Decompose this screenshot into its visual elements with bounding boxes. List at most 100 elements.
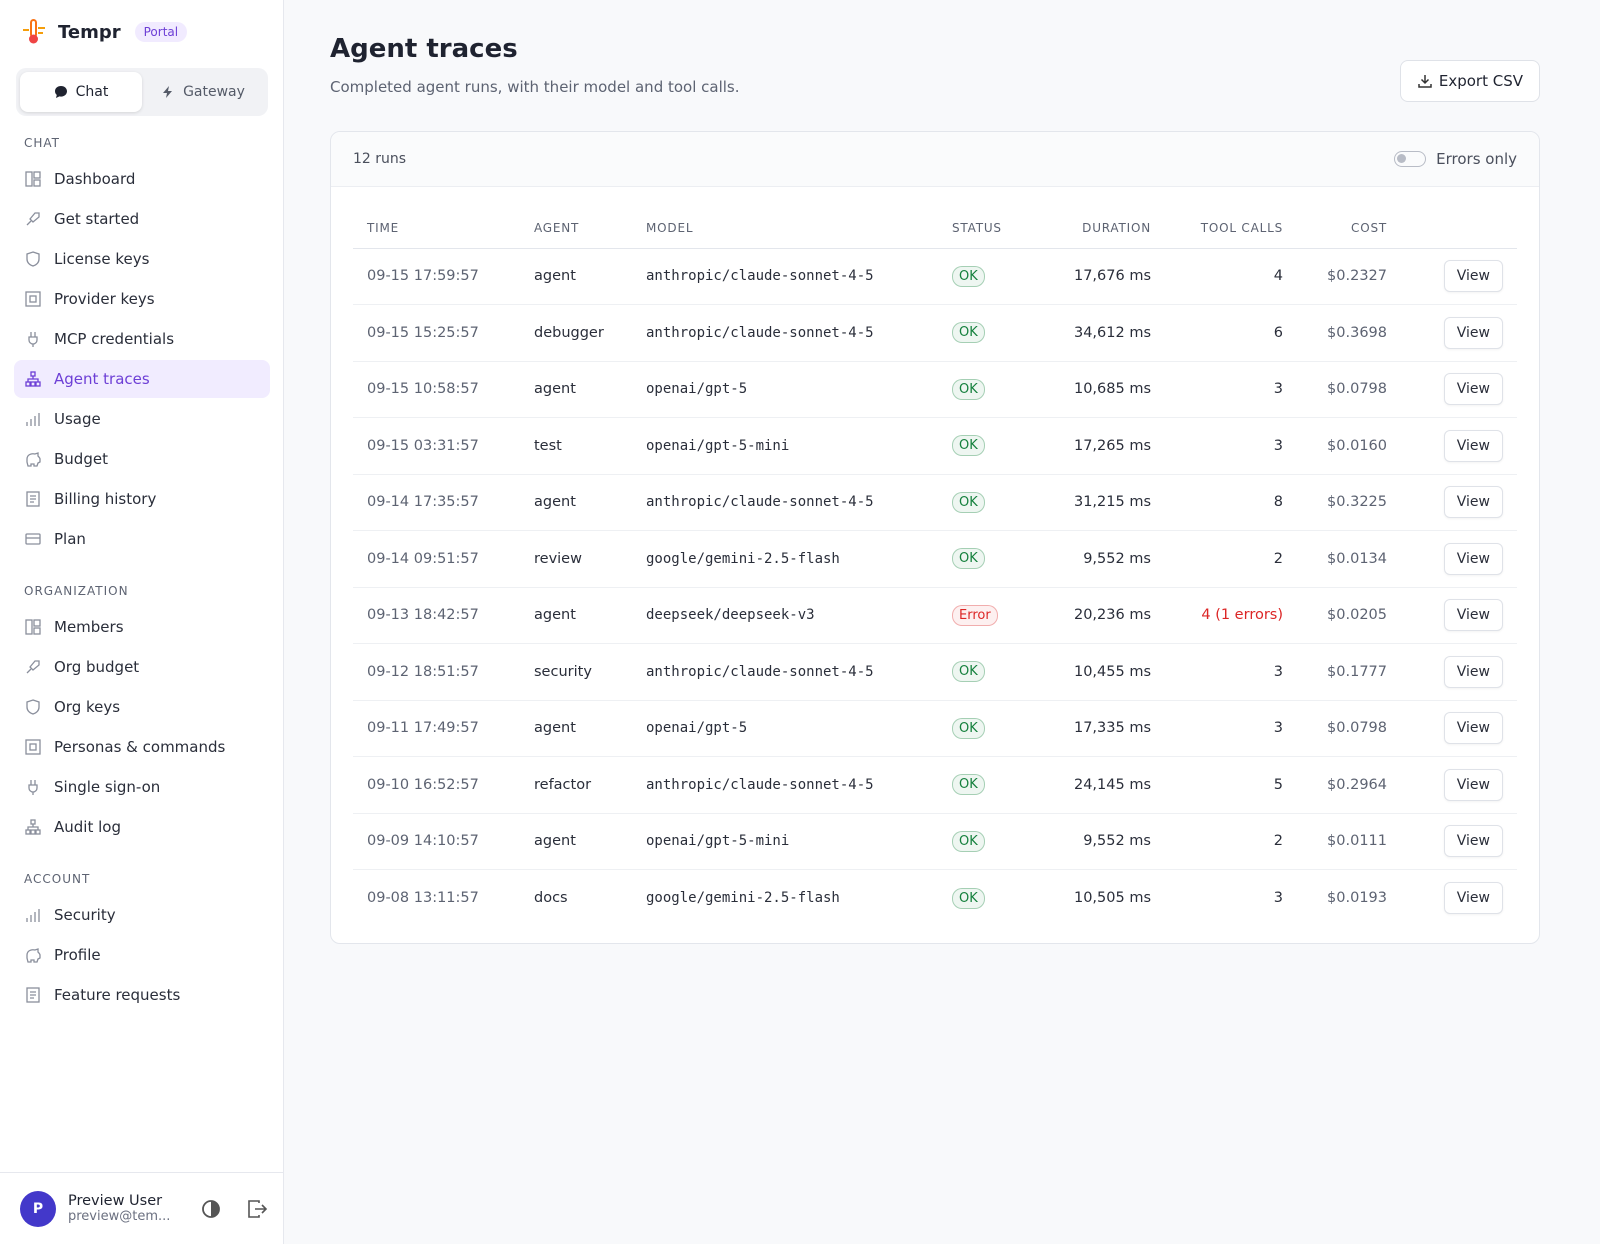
nav-item[interactable]: Plan bbox=[14, 520, 270, 558]
cell: OK bbox=[952, 474, 1047, 531]
view-button[interactable]: View bbox=[1443, 768, 1503, 801]
mode-tab[interactable]: Gateway bbox=[142, 72, 264, 112]
cell: View bbox=[1387, 248, 1517, 305]
export-label: Export CSV bbox=[1438, 72, 1523, 90]
nav-item[interactable]: Provider keys bbox=[14, 280, 270, 318]
cell: anthropic/claude-sonnet-4-5 bbox=[646, 304, 952, 362]
cell: 5 bbox=[1151, 756, 1283, 814]
column-header: MODEL bbox=[646, 208, 952, 249]
nav-item[interactable]: Personas & commands bbox=[14, 728, 270, 766]
nav-item[interactable]: Org budget bbox=[14, 648, 270, 686]
nav-item[interactable]: Org keys bbox=[14, 688, 270, 726]
cell: openai/gpt-5-mini bbox=[646, 417, 952, 475]
view-button[interactable]: View bbox=[1443, 429, 1503, 462]
cell: OK bbox=[952, 417, 1047, 475]
icon bbox=[1418, 75, 1432, 88]
cell: 09-09 14:10:57 bbox=[353, 813, 534, 870]
cell: 6 bbox=[1151, 304, 1283, 362]
view-button[interactable]: View bbox=[1443, 316, 1503, 349]
cell: View bbox=[1387, 361, 1517, 418]
view-button[interactable]: View bbox=[1443, 825, 1503, 858]
export-button[interactable]: Export CSV bbox=[1399, 60, 1540, 102]
trace-row: 09-15 15:25:57 debugger anthropic/claude-s… bbox=[353, 304, 1517, 362]
run-count: 12 runs bbox=[353, 151, 407, 167]
nav-item[interactable]: Usage bbox=[14, 400, 270, 438]
nav-item[interactable]: Billing history bbox=[14, 480, 270, 518]
cell: OK bbox=[952, 643, 1047, 701]
nav-item[interactable]: Feature requests bbox=[14, 976, 270, 1014]
page-title: Agent traces bbox=[330, 34, 518, 64]
cell: test bbox=[534, 417, 646, 475]
nav-item[interactable]: Agent traces bbox=[14, 360, 270, 398]
cell: 3 bbox=[1151, 700, 1283, 757]
nav-item[interactable]: Members bbox=[14, 608, 270, 646]
cell: anthropic/claude-sonnet-4-5 bbox=[646, 756, 952, 814]
logo bbox=[23, 19, 45, 44]
view-button[interactable]: View bbox=[1443, 655, 1503, 688]
cell: 20,236 ms bbox=[1047, 587, 1151, 644]
nav-icon bbox=[26, 948, 41, 963]
nav-section: ORGANIZATION Members Org budget Org keys Per… bbox=[0, 584, 284, 846]
nav-icon bbox=[26, 660, 40, 674]
nav-label: Dashboard bbox=[54, 170, 136, 188]
nav-icon bbox=[25, 371, 41, 387]
cell: $0.0134 bbox=[1283, 530, 1387, 588]
view-button[interactable]: View bbox=[1443, 260, 1503, 293]
cell: anthropic/claude-sonnet-4-5 bbox=[646, 248, 952, 305]
nav-item[interactable]: Security bbox=[14, 896, 270, 934]
nav-item[interactable]: MCP credentials bbox=[14, 320, 270, 358]
cell: $0.2327 bbox=[1283, 248, 1387, 305]
view-button[interactable]: View bbox=[1443, 712, 1503, 745]
view-button[interactable]: View bbox=[1443, 373, 1503, 406]
cell: 10,455 ms bbox=[1047, 643, 1151, 701]
cell: 24,145 ms bbox=[1047, 756, 1151, 814]
nav-item[interactable]: License keys bbox=[14, 240, 270, 278]
cell: 09-13 18:42:57 bbox=[353, 587, 534, 644]
column-header: COST bbox=[1283, 208, 1387, 249]
column-header: AGENT bbox=[534, 208, 646, 249]
cell: View bbox=[1387, 756, 1517, 814]
logout[interactable] bbox=[246, 1198, 268, 1220]
view-button[interactable]: View bbox=[1443, 882, 1503, 914]
traces-card: 12 runs Errors only TIME AGENT MODEL STATUS… bbox=[330, 131, 1540, 944]
cell: 3 bbox=[1151, 643, 1283, 701]
nav-item[interactable]: Profile bbox=[14, 936, 270, 974]
trace-row: 09-14 17:35:57 agent anthropic/claude-sonn… bbox=[353, 474, 1517, 531]
nav-icon bbox=[26, 413, 40, 426]
cell: View bbox=[1387, 813, 1517, 870]
nav-icon bbox=[25, 291, 41, 307]
cell: 09-14 09:51:57 bbox=[353, 530, 534, 588]
view-button[interactable]: View bbox=[1443, 599, 1503, 632]
nav-item[interactable]: Audit log bbox=[14, 808, 270, 846]
status-pill: OK bbox=[952, 435, 985, 457]
view-button[interactable]: View bbox=[1443, 542, 1503, 575]
nav-item[interactable]: Budget bbox=[14, 440, 270, 478]
cell: $0.0798 bbox=[1283, 700, 1387, 757]
errors-toggle[interactable]: Errors only bbox=[1394, 150, 1517, 168]
user-info: Preview User preview@tem... bbox=[68, 1193, 188, 1224]
trace-row: 09-15 17:59:57 agent anthropic/claude-sonn… bbox=[353, 248, 1517, 305]
cell: agent bbox=[534, 474, 646, 531]
trace-row: 09-11 17:49:57 agent openai/gpt-5 OK 17,335 … bbox=[353, 700, 1517, 757]
view-button[interactable]: View bbox=[1443, 486, 1503, 519]
nav-label: Usage bbox=[54, 410, 101, 428]
status-pill: OK bbox=[952, 774, 985, 796]
sidebar: Tempr Portal Chat Gateway CHAT Dashboard G… bbox=[0, 0, 284, 1244]
cell: $0.0205 bbox=[1283, 587, 1387, 644]
column-header: TIME bbox=[353, 208, 534, 249]
nav-item[interactable]: Get started bbox=[14, 200, 270, 238]
cell: 09-11 17:49:57 bbox=[353, 700, 534, 757]
nav-item[interactable]: Single sign-on bbox=[14, 768, 270, 806]
nav-label: License keys bbox=[54, 250, 150, 268]
mode-tab[interactable]: Chat bbox=[20, 72, 142, 112]
theme-toggle[interactable] bbox=[200, 1198, 222, 1220]
user-name: Preview User bbox=[68, 1193, 163, 1209]
status-pill: Error bbox=[952, 604, 998, 626]
cell: 09-15 03:31:57 bbox=[353, 417, 534, 475]
nav-item[interactable]: Dashboard bbox=[14, 160, 270, 198]
trace-row: 09-08 13:11:57 docs google/gemini-2.5-flas… bbox=[353, 870, 1517, 927]
cell: 09-10 16:52:57 bbox=[353, 756, 534, 814]
nav-label: Get started bbox=[54, 210, 140, 228]
brand: Tempr Portal bbox=[20, 18, 188, 46]
